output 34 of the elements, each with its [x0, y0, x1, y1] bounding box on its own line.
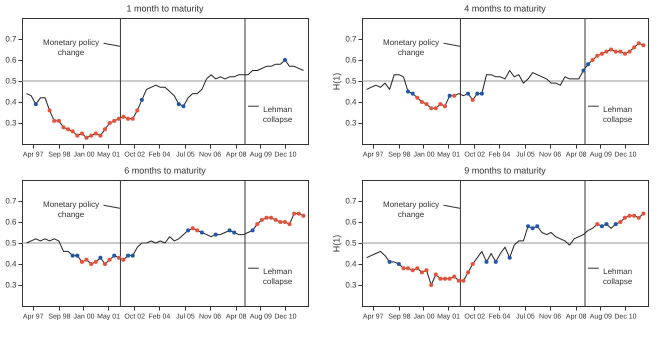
y-tick-label: 0.5	[5, 76, 18, 86]
y-tick-label: 0.7	[5, 34, 18, 44]
annotation: Monetary policy change	[43, 38, 100, 58]
y-tick-label: 0.6	[5, 56, 18, 64]
y-tick-label: 0.4	[5, 98, 18, 106]
y-tick-label: 0.6	[345, 218, 358, 226]
chart-title: 6 months to maturity	[124, 166, 206, 176]
y-tick-label: 0.7	[345, 34, 358, 44]
y-tick-label: 0.6	[345, 56, 358, 64]
annotation: Lehman collapse	[602, 267, 633, 286]
y-tick-label: 0.3	[5, 118, 18, 128]
y-tick-label: 0.4	[345, 260, 358, 268]
annotation: Monetary policy change	[43, 200, 100, 220]
y-tick-label: 0.7	[345, 196, 358, 206]
chart-title: 4 months to maturity	[464, 4, 546, 14]
y-tick-label: 0.5	[5, 238, 18, 248]
y-tick-label: 0.3	[345, 118, 358, 128]
y-tick-label: 0.7	[5, 196, 18, 206]
y-tick-label: 0.6	[5, 218, 18, 226]
annotation: Monetary policy change	[383, 38, 440, 58]
y-tick-label: 0.3	[345, 280, 358, 290]
annotation: Lehman collapse	[262, 267, 293, 286]
y-axis-title: H(1)	[331, 72, 342, 90]
y-tick-label: 0.4	[5, 260, 18, 268]
y-tick-label: 0.3	[5, 280, 18, 290]
y-axis-title: H(1)	[331, 234, 342, 252]
y-tick-label: 0.5	[345, 76, 358, 86]
y-tick-label: 0.5	[345, 238, 358, 248]
annotation: Lehman collapse	[602, 105, 633, 124]
annotation: Monetary policy change	[383, 200, 440, 220]
y-tick-label: 0.4	[345, 98, 358, 106]
annotation: Lehman collapse	[262, 105, 293, 124]
chart-title: 9 months to maturity	[464, 166, 546, 176]
chart-title: 1 month to maturity	[126, 4, 204, 14]
